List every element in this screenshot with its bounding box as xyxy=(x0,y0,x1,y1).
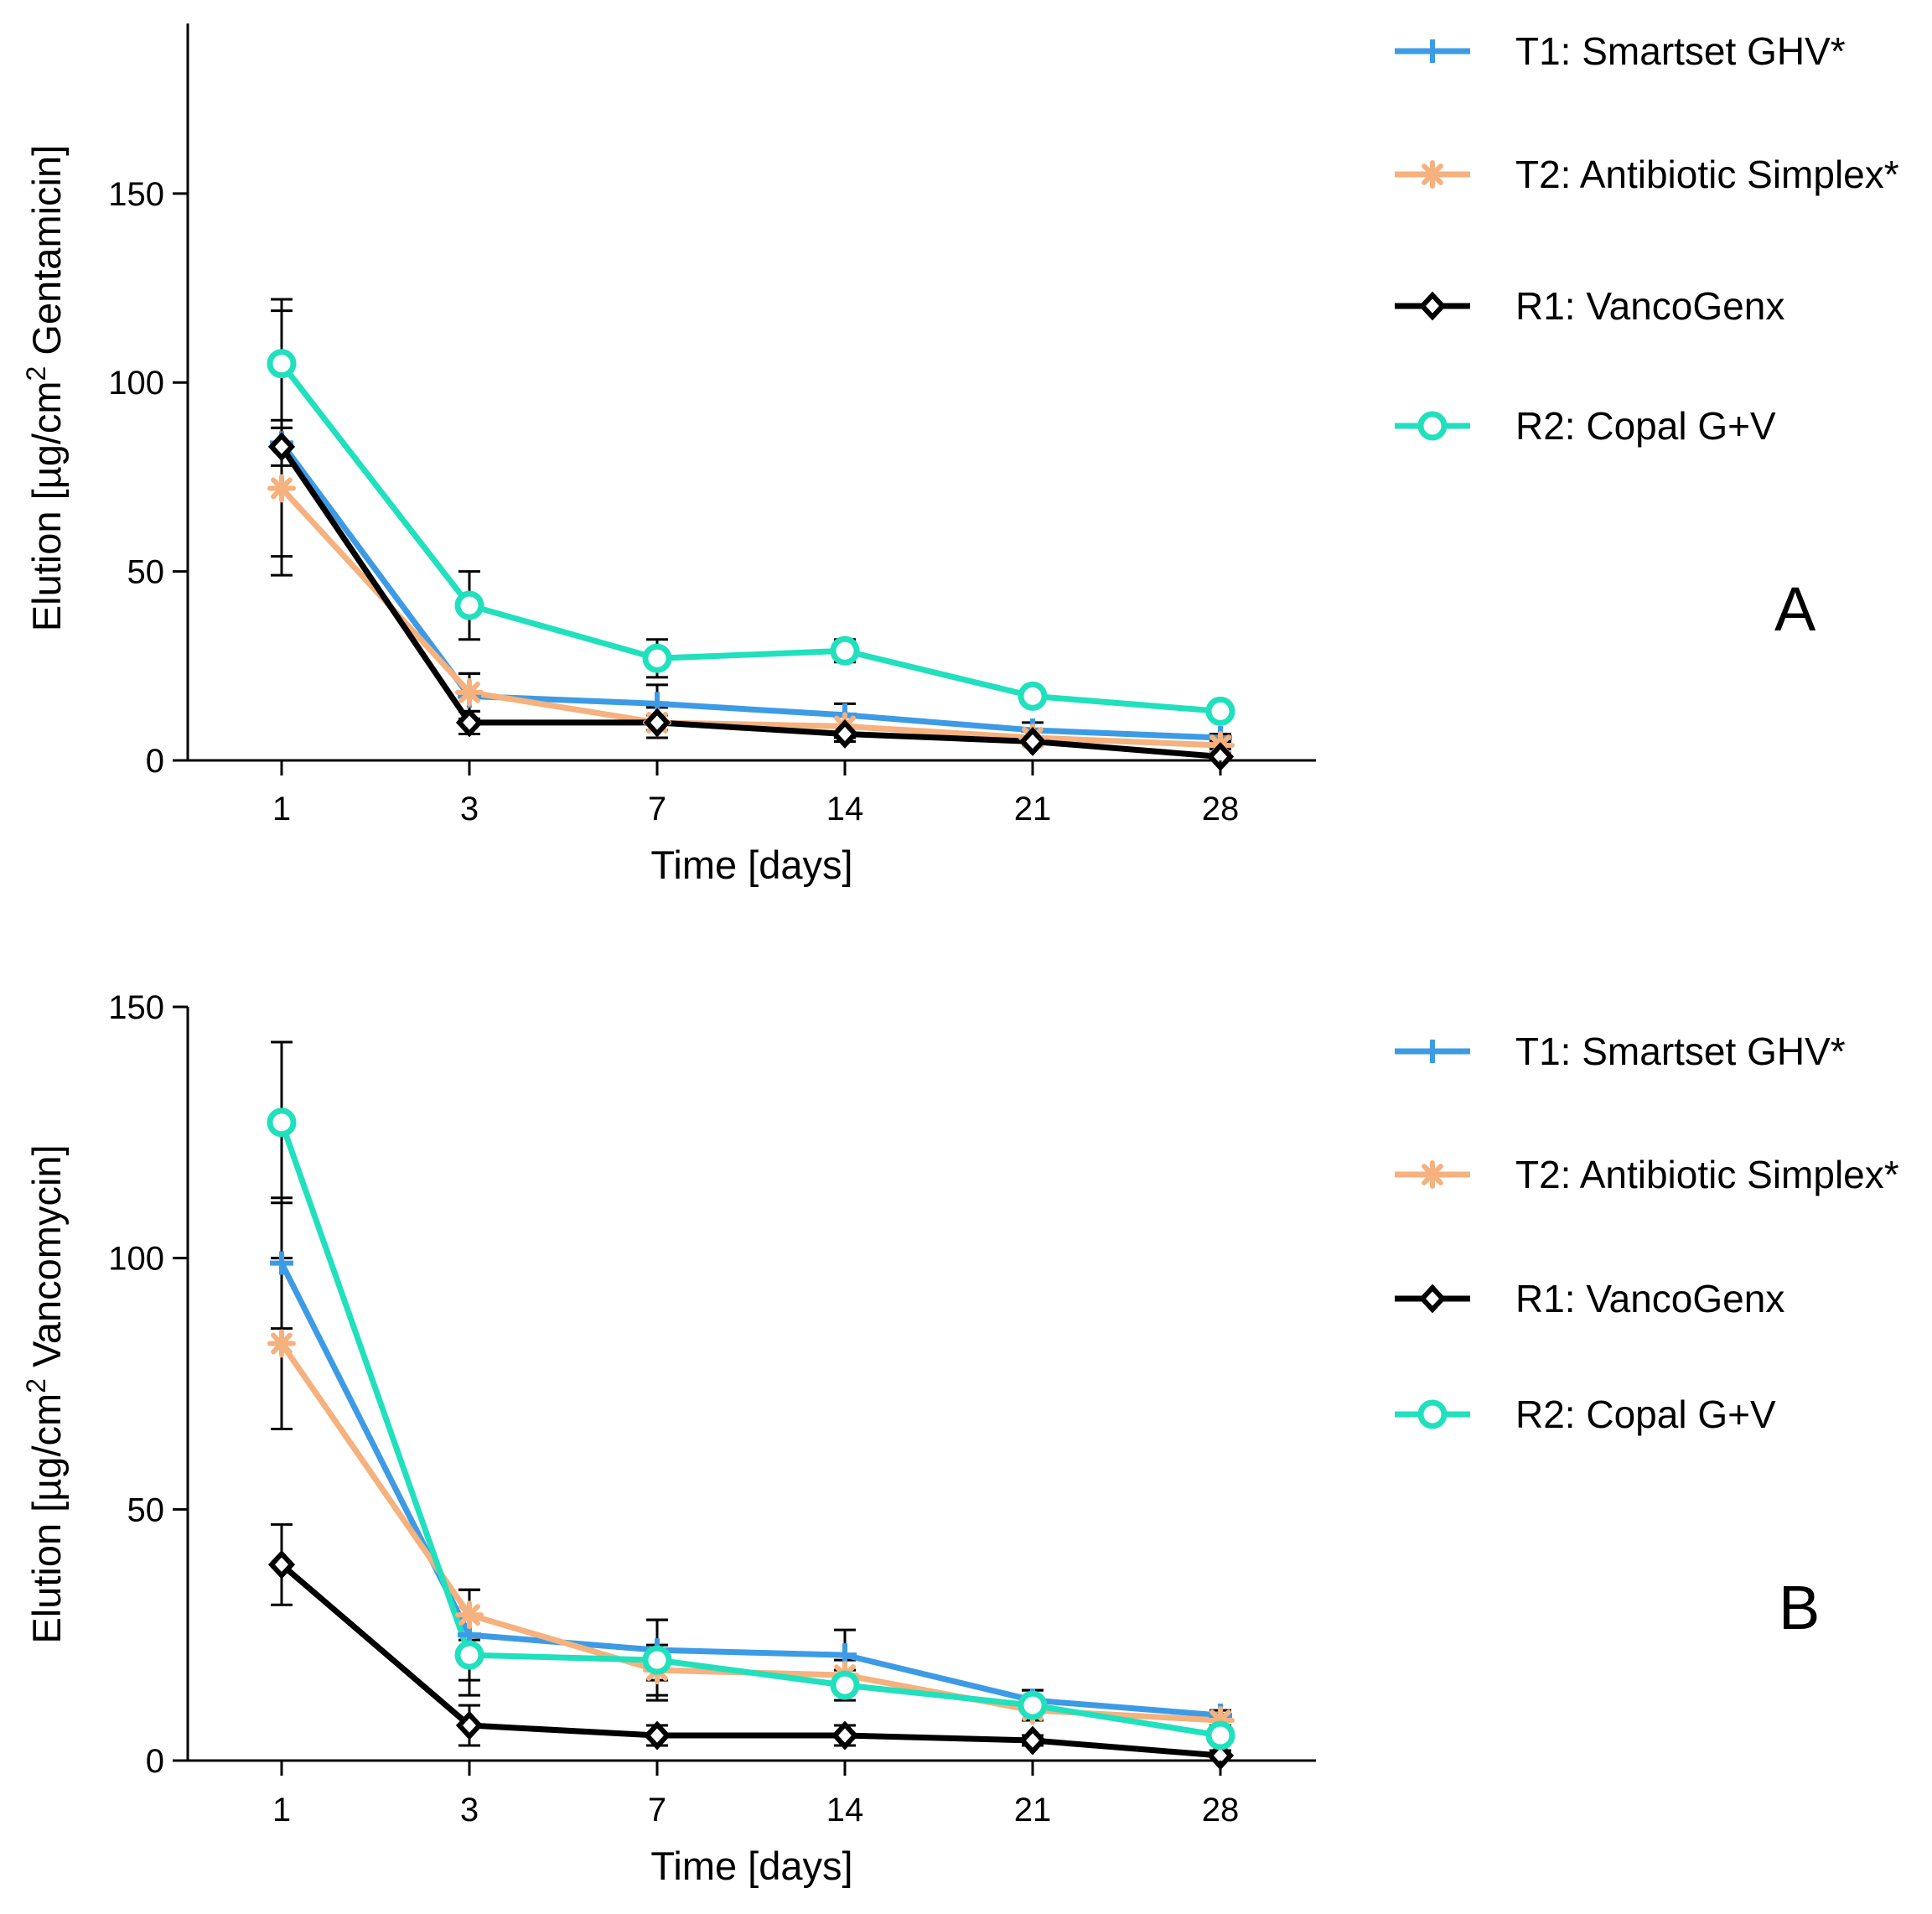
legend-marker xyxy=(1418,1160,1447,1189)
legend-label: R1: VancoGenx xyxy=(1515,1277,1784,1320)
data-point xyxy=(267,432,296,462)
panel-a-xticks: 1 3 7 14 21 28 xyxy=(272,760,1239,827)
x-tick-label: 3 xyxy=(460,1792,479,1828)
data-point xyxy=(455,1710,484,1740)
panel-b: 1 3 7 14 21 28 0 50 100 150 Time [days] Elution … xyxy=(21,989,1899,1888)
x-tick-label: 21 xyxy=(1014,1792,1052,1828)
x-tick-label: 28 xyxy=(1202,791,1240,827)
y-tick-label: 150 xyxy=(108,176,164,213)
x-tick-label: 3 xyxy=(460,791,479,827)
panel-b-legend: T1: Smartset GHV* T2: Antibiotic Simplex*… xyxy=(1395,1030,1899,1436)
series-line xyxy=(278,1121,1221,1739)
legend-marker xyxy=(1418,291,1447,321)
panel-a-yticks: 0 50 100 150 xyxy=(108,176,188,780)
series-line xyxy=(279,444,1221,760)
panel-a-legend: T1: Smartset GHV* T2: Antibiotic Simplex*… xyxy=(1395,29,1899,448)
data-point xyxy=(1205,696,1235,726)
panel-b-lines xyxy=(278,1121,1221,1759)
data-point xyxy=(455,1600,484,1630)
data-point xyxy=(1018,1725,1047,1756)
panel-b-markers xyxy=(267,1107,1235,1771)
legend-label: R2: Copal G+V xyxy=(1515,404,1776,448)
y-tick-label: 50 xyxy=(127,554,165,591)
legend-label: T2: Antibiotic Simplex* xyxy=(1515,153,1899,196)
data-point xyxy=(643,1720,671,1751)
panel-b-xticks: 1 3 7 14 21 28 xyxy=(272,1761,1239,1828)
panel-b-xlabel: Time [days] xyxy=(650,1844,852,1888)
legend-marker xyxy=(1421,39,1444,63)
panel-a-lines xyxy=(279,361,1221,760)
data-point xyxy=(643,708,671,738)
data-point xyxy=(642,1645,672,1675)
data-point xyxy=(830,1670,860,1700)
x-tick-label: 7 xyxy=(648,1792,666,1828)
y-tick-label: 50 xyxy=(127,1491,165,1528)
data-point xyxy=(455,677,484,707)
y-tick-label: 100 xyxy=(108,365,164,402)
data-point xyxy=(267,1107,297,1138)
x-tick-label: 14 xyxy=(826,791,864,827)
y-tick-label: 100 xyxy=(108,1241,164,1278)
x-tick-label: 1 xyxy=(272,791,291,827)
legend-marker xyxy=(1418,160,1447,189)
data-point xyxy=(455,708,484,738)
data-point xyxy=(831,1720,859,1751)
data-point xyxy=(267,1549,296,1579)
panel-b-yticks: 0 50 100 150 xyxy=(108,989,188,1780)
panel-b-axes xyxy=(186,1007,1316,1762)
series-line xyxy=(278,1262,1221,1719)
data-point xyxy=(270,1251,293,1275)
panel-b-ylabel: Elution [µg/cm2 Vancomycin] xyxy=(21,1144,69,1643)
data-point xyxy=(1205,1720,1235,1751)
legend-label: T1: Smartset GHV* xyxy=(1515,1030,1846,1073)
data-point xyxy=(267,349,297,379)
panel-b-letter: B xyxy=(1779,1573,1820,1642)
data-point xyxy=(642,643,672,673)
legend-label: R2: Copal G+V xyxy=(1515,1393,1776,1436)
legend-label: T2: Antibiotic Simplex* xyxy=(1515,1153,1899,1196)
x-tick-label: 1 xyxy=(272,1792,291,1828)
legend-label: R1: VancoGenx xyxy=(1515,284,1784,328)
data-point xyxy=(454,1640,484,1670)
data-point xyxy=(1018,1690,1048,1720)
y-tick-label: 0 xyxy=(146,743,164,780)
y-tick-label: 0 xyxy=(146,1743,164,1780)
panel-a-errorbars xyxy=(271,298,1231,762)
data-point xyxy=(831,719,859,749)
x-tick-label: 28 xyxy=(1202,1792,1240,1828)
data-point xyxy=(830,635,860,666)
series-line xyxy=(279,361,1221,714)
data-point xyxy=(1018,681,1048,711)
legend-marker xyxy=(1421,1040,1444,1063)
series-line xyxy=(279,1562,1221,1759)
panel-a-ylabel: Elution [µg/cm2 Gentamicin] xyxy=(21,145,69,631)
panel-a-axes xyxy=(186,23,1316,762)
data-point xyxy=(267,474,296,503)
panel-a-xlabel: Time [days] xyxy=(650,843,852,887)
panel-a-letter: A xyxy=(1774,574,1816,644)
data-point xyxy=(1206,1706,1235,1735)
panel-a-markers xyxy=(267,349,1235,771)
x-tick-label: 14 xyxy=(826,1792,864,1828)
y-tick-label: 150 xyxy=(108,989,164,1026)
series-line xyxy=(279,1341,1221,1724)
data-point xyxy=(1018,727,1047,756)
legend-marker xyxy=(1417,1399,1448,1429)
x-tick-label: 7 xyxy=(648,791,666,827)
legend-marker xyxy=(1417,411,1448,441)
legend-label: T1: Smartset GHV* xyxy=(1515,29,1846,73)
series-line xyxy=(279,441,1221,741)
panel-a: 1 3 7 14 21 28 0 50 100 150 Time [days] Elution … xyxy=(21,23,1899,887)
data-point xyxy=(454,590,484,620)
data-point xyxy=(267,1329,296,1358)
series-line xyxy=(279,486,1221,749)
legend-marker xyxy=(1418,1284,1447,1314)
x-tick-label: 21 xyxy=(1014,791,1052,827)
